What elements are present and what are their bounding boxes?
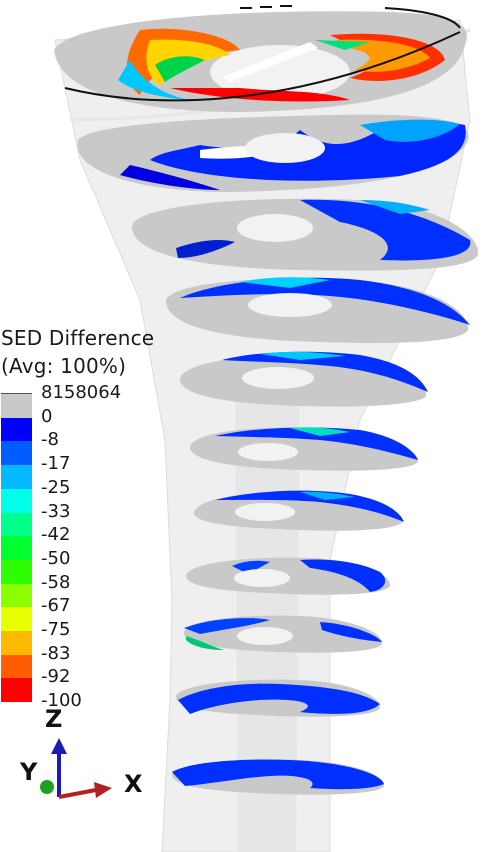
legend-swatch — [1, 607, 32, 632]
legend-tick-label: -75 — [41, 619, 71, 640]
slice-7 — [193, 490, 404, 531]
legend-tick-label: -100 — [41, 690, 82, 712]
slice-2 — [77, 114, 469, 192]
legend-tick-label: -58 — [41, 571, 71, 593]
legend-color-bar — [1, 393, 32, 703]
legend-swatch — [1, 678, 32, 703]
z-axis-arrowhead — [51, 738, 67, 754]
slice-3 — [131, 198, 479, 271]
y-axis-dot — [40, 780, 54, 794]
legend-swatch — [1, 559, 32, 584]
x-axis-arrow — [58, 788, 97, 799]
legend-swatch — [1, 512, 32, 537]
legend-swatch — [1, 536, 32, 561]
legend-swatch — [1, 441, 32, 466]
legend-swatch — [1, 417, 32, 442]
y-axis-label: Y — [20, 758, 38, 786]
legend-tick-label: -42 — [41, 524, 71, 546]
legend-tick-label: -17 — [41, 453, 71, 475]
slice-9 — [183, 615, 383, 653]
legend-tick-label: -8 — [41, 429, 59, 451]
legend-swatch — [1, 488, 32, 513]
legend-swatch — [1, 631, 32, 655]
x-axis-label: X — [124, 770, 143, 798]
legend-title: SED Difference — [1, 326, 155, 350]
slice-11 — [171, 759, 385, 795]
slice-5 — [179, 351, 428, 407]
legend-swatch — [1, 583, 32, 608]
legend-subtitle: (Avg: 100%) — [1, 354, 127, 378]
z-axis-label: Z — [45, 705, 63, 733]
legend-swatch — [1, 654, 32, 679]
slice-10 — [175, 679, 381, 717]
slice-6 — [189, 427, 419, 471]
legend-swatch — [1, 394, 32, 418]
legend-tick-label: 0 — [41, 405, 53, 427]
slice-4 — [165, 277, 470, 344]
legend-tick-label: -92 — [41, 666, 71, 688]
legend-tick-label: -67 — [41, 595, 71, 617]
legend-tick-label: 8158064 — [41, 382, 122, 403]
legend-tick-label: -33 — [41, 500, 71, 522]
legend-tick-label: -50 — [41, 547, 71, 569]
slice-8 — [185, 557, 391, 595]
x-axis-arrowhead — [94, 782, 112, 798]
axis-triad — [40, 738, 112, 799]
legend-tick-label: -25 — [41, 476, 71, 498]
legend-tick-label: -83 — [41, 642, 71, 664]
legend-swatch — [1, 465, 32, 490]
slice-1 — [54, 5, 467, 113]
